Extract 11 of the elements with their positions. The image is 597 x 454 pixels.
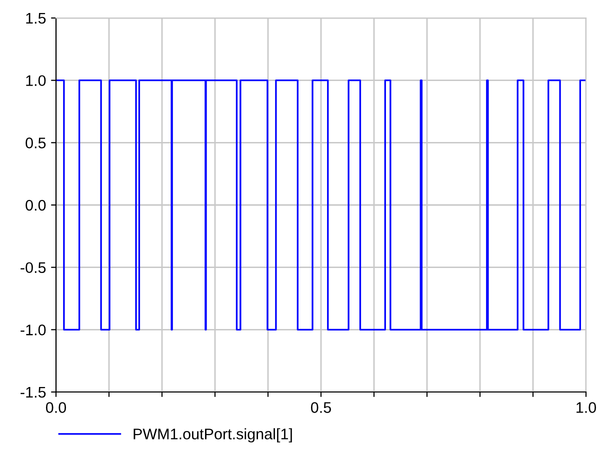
x-tick-label: 0.5 <box>310 402 331 413</box>
y-tick-label: 0.0 <box>26 200 46 211</box>
legend-label: PWM1.outPort.signal[1] <box>134 428 292 442</box>
x-tick-label: 0.0 <box>46 402 66 413</box>
y-tick-label: -0.5 <box>20 262 46 274</box>
y-tick-label: -1.0 <box>20 324 46 336</box>
y-tick-label: -1.5 <box>20 387 46 398</box>
y-tick-label: 1.5 <box>26 13 46 24</box>
x-tick-label: 1.0 <box>576 402 596 413</box>
y-tick-label: 0.5 <box>26 138 46 148</box>
y-tick-label: 1.0 <box>26 75 46 86</box>
